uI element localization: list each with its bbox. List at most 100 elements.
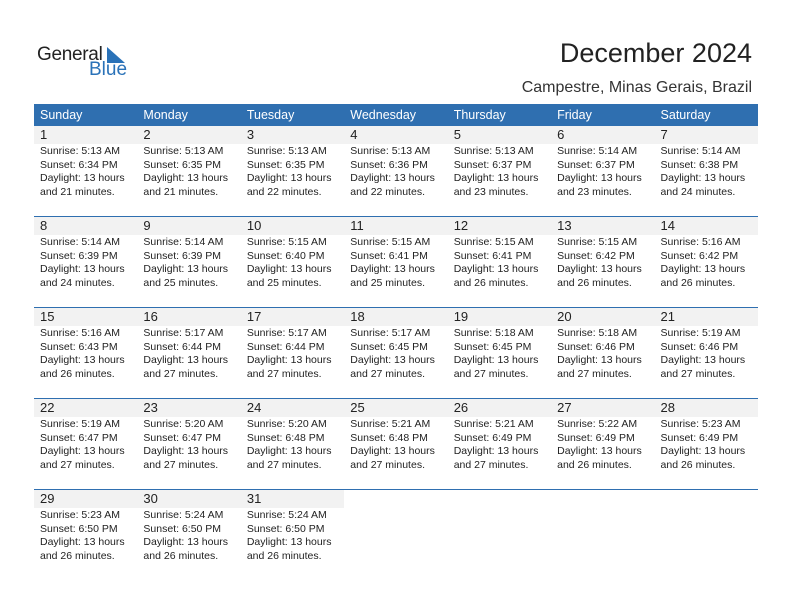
minutes-text: and 22 minutes. <box>350 185 425 198</box>
daylight-text: Daylight: 13 hours <box>660 354 746 366</box>
sunrise-text: Sunrise: 5:13 AM <box>143 145 224 157</box>
minutes-text: and 25 minutes. <box>350 276 425 289</box>
day-cell: 26 Sunrise: 5:21 AM Sunset: 6:49 PM Dayligh… <box>447 399 552 489</box>
day-cell: 7 Sunrise: 5:14 AM Sunset: 6:38 PM Daylight… <box>654 126 758 216</box>
day-cell: 31 Sunrise: 5:24 AM Sunset: 6:50 PM Dayligh… <box>240 490 345 580</box>
day-number: 18 <box>344 308 448 326</box>
daylight-text: Daylight: 13 hours <box>350 172 435 184</box>
sunset-text: Sunset: 6:49 PM <box>453 431 532 444</box>
weekday-monday: Monday <box>143 108 188 122</box>
minutes-text: and 26 minutes. <box>246 549 322 562</box>
day-number: 10 <box>240 217 345 235</box>
daylight-text: Daylight: 13 hours <box>143 354 229 366</box>
minutes-text: and 26 minutes. <box>557 276 632 289</box>
sunset-text: Sunset: 6:35 PM <box>246 158 325 171</box>
day-number: 15 <box>34 308 138 326</box>
day-number: 2 <box>137 126 241 144</box>
calendar-weeks: 1 Sunrise: 5:13 AM Sunset: 6:34 PM Daylight… <box>34 126 758 580</box>
daylight-text: Daylight: 13 hours <box>350 263 435 275</box>
sunset-text: Sunset: 6:35 PM <box>143 158 222 171</box>
sunrise-text: Sunrise: 5:13 AM <box>453 145 534 157</box>
day-number: 9 <box>137 217 241 235</box>
sunset-text: Sunset: 6:43 PM <box>40 340 118 353</box>
empty-band <box>344 490 447 508</box>
calendar-grid: Sunday Monday Tuesday Wednesday Thursday Frid… <box>34 104 758 580</box>
minutes-text: and 26 minutes. <box>40 549 115 562</box>
minutes-text: and 27 minutes. <box>143 458 219 471</box>
minutes-text: and 26 minutes. <box>453 276 529 289</box>
daylight-text: Daylight: 13 hours <box>246 536 332 548</box>
weekday-sunday: Sunday <box>40 108 83 122</box>
daylight-text: Daylight: 13 hours <box>246 172 332 184</box>
sunset-text: Sunset: 6:34 PM <box>40 158 118 171</box>
weekday-friday: Friday <box>557 108 592 122</box>
empty-band <box>448 490 551 508</box>
daylight-text: Daylight: 13 hours <box>350 354 435 366</box>
sunrise-text: Sunrise: 5:21 AM <box>350 418 431 430</box>
minutes-text: and 26 minutes. <box>557 458 632 471</box>
day-number: 19 <box>447 308 552 326</box>
daylight-text: Daylight: 13 hours <box>453 445 539 457</box>
daylight-text: Daylight: 13 hours <box>660 445 746 457</box>
empty-cell <box>551 490 654 580</box>
sunset-text: Sunset: 6:37 PM <box>453 158 532 171</box>
minutes-text: and 23 minutes. <box>557 185 632 198</box>
minutes-text: and 27 minutes. <box>453 458 529 471</box>
sunset-text: Sunset: 6:50 PM <box>246 522 325 535</box>
sunrise-text: Sunrise: 5:17 AM <box>143 327 224 339</box>
daylight-text: Daylight: 13 hours <box>40 445 125 457</box>
empty-band <box>551 490 654 508</box>
sunset-text: Sunset: 6:46 PM <box>660 340 739 353</box>
day-cell: 2 Sunrise: 5:13 AM Sunset: 6:35 PM Daylight… <box>137 126 241 216</box>
minutes-text: and 26 minutes. <box>143 549 219 562</box>
sunrise-text: Sunrise: 5:21 AM <box>453 418 534 430</box>
sunset-text: Sunset: 6:49 PM <box>660 431 739 444</box>
minutes-text: and 25 minutes. <box>246 276 322 289</box>
sunrise-text: Sunrise: 5:16 AM <box>660 236 741 248</box>
day-cell: 1 Sunrise: 5:13 AM Sunset: 6:34 PM Daylight… <box>34 126 138 216</box>
minutes-text: and 26 minutes. <box>660 458 736 471</box>
day-number: 22 <box>34 399 138 417</box>
minutes-text: and 24 minutes. <box>660 185 736 198</box>
sunset-text: Sunset: 6:41 PM <box>350 249 428 262</box>
minutes-text: and 27 minutes. <box>350 367 425 380</box>
sunrise-text: Sunrise: 5:22 AM <box>557 418 638 430</box>
sunset-text: Sunset: 6:50 PM <box>143 522 222 535</box>
minutes-text: and 22 minutes. <box>246 185 322 198</box>
daylight-text: Daylight: 13 hours <box>453 172 539 184</box>
day-cell: 3 Sunrise: 5:13 AM Sunset: 6:35 PM Daylight… <box>240 126 345 216</box>
daylight-text: Daylight: 13 hours <box>557 354 642 366</box>
day-number: 25 <box>344 399 448 417</box>
sunset-text: Sunset: 6:49 PM <box>557 431 635 444</box>
sunrise-text: Sunrise: 5:18 AM <box>557 327 638 339</box>
daylight-text: Daylight: 13 hours <box>40 172 125 184</box>
sunrise-text: Sunrise: 5:16 AM <box>40 327 120 339</box>
week-row: 22 Sunrise: 5:19 AM Sunset: 6:47 PM Dayligh… <box>34 398 758 489</box>
daylight-text: Daylight: 13 hours <box>246 354 332 366</box>
day-cell: 22 Sunrise: 5:19 AM Sunset: 6:47 PM Dayligh… <box>34 399 138 489</box>
empty-band <box>655 490 758 508</box>
minutes-text: and 21 minutes. <box>40 185 115 198</box>
day-cell: 14 Sunrise: 5:16 AM Sunset: 6:42 PM Dayligh… <box>654 217 758 307</box>
day-cell: 8 Sunrise: 5:14 AM Sunset: 6:39 PM Daylight… <box>34 217 138 307</box>
day-cell: 20 Sunrise: 5:18 AM Sunset: 6:46 PM Dayligh… <box>551 308 655 398</box>
minutes-text: and 27 minutes. <box>453 367 529 380</box>
day-cell: 10 Sunrise: 5:15 AM Sunset: 6:40 PM Dayligh… <box>240 217 345 307</box>
sunset-text: Sunset: 6:48 PM <box>350 431 428 444</box>
weekday-tuesday: Tuesday <box>246 108 295 122</box>
day-number: 11 <box>344 217 448 235</box>
day-cell: 6 Sunrise: 5:14 AM Sunset: 6:37 PM Daylight… <box>551 126 655 216</box>
sunrise-text: Sunrise: 5:13 AM <box>246 145 327 157</box>
day-number: 12 <box>447 217 552 235</box>
weekday-thursday: Thursday <box>453 108 506 122</box>
minutes-text: and 27 minutes. <box>40 458 115 471</box>
daylight-text: Daylight: 13 hours <box>557 263 642 275</box>
sunset-text: Sunset: 6:45 PM <box>453 340 532 353</box>
logo-text-general: General <box>37 44 103 65</box>
day-cell: 4 Sunrise: 5:13 AM Sunset: 6:36 PM Daylight… <box>344 126 448 216</box>
daylight-text: Daylight: 13 hours <box>246 263 332 275</box>
sunset-text: Sunset: 6:44 PM <box>143 340 222 353</box>
page-title: December 2024 <box>559 38 752 68</box>
sunrise-text: Sunrise: 5:14 AM <box>557 145 638 157</box>
sunrise-text: Sunrise: 5:15 AM <box>557 236 638 248</box>
